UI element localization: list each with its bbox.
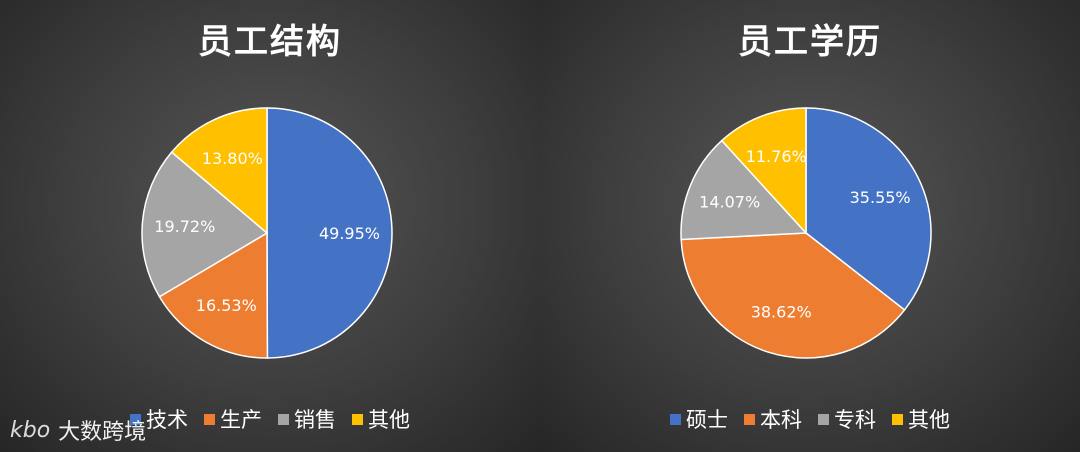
- legend-item-0: 硕士: [670, 404, 728, 434]
- pie-slice-2: [680, 139, 808, 241]
- legend-item-2: 销售: [278, 404, 336, 434]
- legend: 技术 生产 销售 其他: [0, 404, 540, 434]
- legend-swatch: [670, 413, 681, 425]
- pie-slice-2: [141, 151, 269, 298]
- legend-swatch: [892, 413, 903, 425]
- legend-swatch: [278, 413, 289, 425]
- chart-panel-structure: 员工结构 49.95% 16.53% 19.72% 13.80% 技术 生产 销售 其他: [0, 0, 540, 452]
- chart-panel-education: 员工学历 35.55% 38.62% 14.07% 11.76% 硕士 本科 专科 其他: [540, 0, 1080, 452]
- legend-item-1: 生产: [204, 404, 262, 434]
- legend-label: 生产: [220, 408, 262, 432]
- legend-item-2: 专科: [818, 404, 876, 434]
- pie-slice-0: [266, 107, 393, 359]
- data-label-2: 19.72%: [154, 217, 215, 236]
- legend-label: 技术: [146, 408, 188, 432]
- legend-swatch: [204, 413, 215, 425]
- data-label-0: 35.55%: [850, 188, 911, 207]
- data-label-0: 49.95%: [319, 224, 380, 243]
- legend-label: 硕士: [686, 408, 728, 432]
- legend-item-3: 其他: [352, 404, 410, 434]
- legend-swatch: [744, 413, 755, 425]
- legend-label: 本科: [760, 408, 802, 432]
- legend-label: 专科: [834, 408, 876, 432]
- legend-item-0: 技术: [130, 404, 188, 434]
- legend-item-1: 本科: [744, 404, 802, 434]
- data-label-1: 16.53%: [196, 296, 257, 315]
- legend-swatch: [130, 413, 141, 425]
- watermark-logo-icon: kbo: [10, 417, 51, 443]
- watermark-text: 大数跨境: [58, 420, 147, 445]
- chart-title: 员工结构: [198, 22, 342, 62]
- pie-chart-structure: 49.95% 16.53% 19.72% 13.80%: [141, 107, 393, 359]
- pie-chart-education: 35.55% 38.62% 14.07% 11.76%: [680, 107, 932, 359]
- data-label-2: 14.07%: [699, 193, 760, 212]
- pie-slice-1: [680, 232, 906, 359]
- legend-label: 其他: [908, 408, 950, 432]
- legend: 硕士 本科 专科 其他: [540, 404, 1080, 434]
- pie-slice-1: [158, 231, 269, 359]
- legend-label: 销售: [294, 408, 336, 432]
- data-label-3: 13.80%: [202, 149, 263, 168]
- legend-label: 其他: [368, 408, 410, 432]
- chart-title: 员工学历: [738, 22, 882, 62]
- legend-swatch: [352, 413, 363, 425]
- data-label-3: 11.76%: [746, 147, 807, 166]
- data-label-1: 38.62%: [751, 303, 812, 322]
- pie-slice-3: [720, 107, 807, 235]
- pie-slice-3: [170, 107, 268, 235]
- legend-item-3: 其他: [892, 404, 950, 434]
- legend-swatch: [818, 413, 829, 425]
- pie-slice-0: [805, 107, 932, 311]
- watermark: kbo 大数跨境: [10, 414, 146, 446]
